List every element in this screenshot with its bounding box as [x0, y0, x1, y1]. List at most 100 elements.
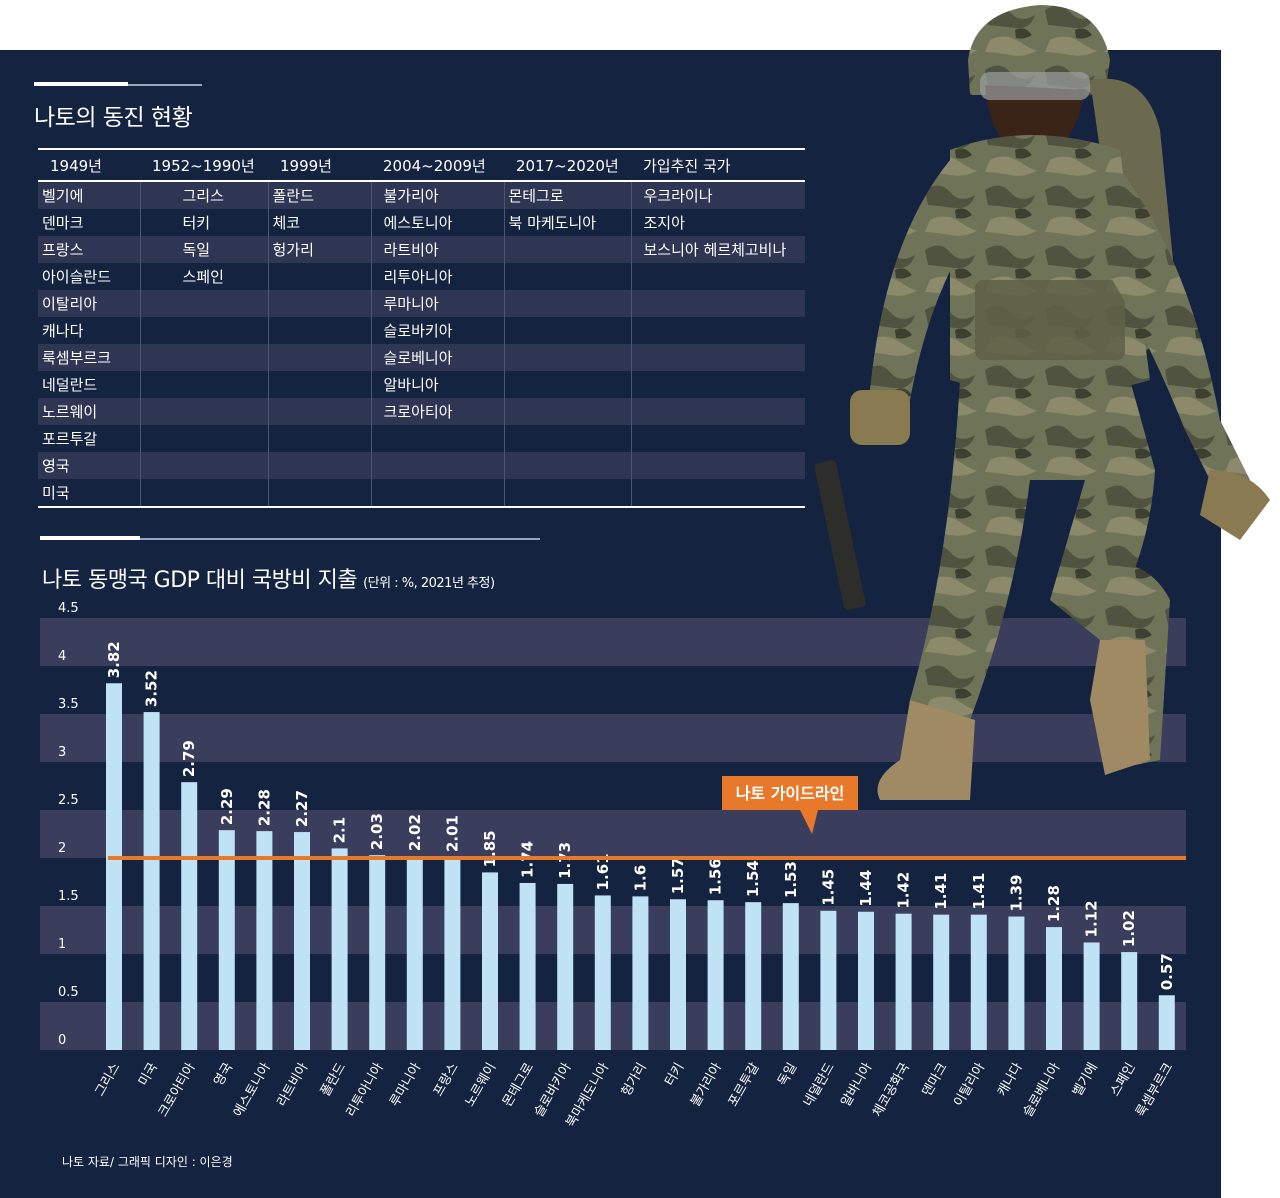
table-cell — [630, 344, 805, 371]
bar-value-label: 2.79 — [180, 740, 198, 777]
table-row: 룩셈부르크 슬로베니아 — [38, 344, 805, 371]
bar — [670, 899, 686, 1050]
bar-value-label: 2.03 — [368, 813, 386, 850]
table-cell — [267, 398, 371, 425]
bar-value-label: 1.02 — [1120, 910, 1138, 947]
table-row: 캐나다 슬로바키아 — [38, 317, 805, 344]
bar — [369, 855, 386, 1050]
bar-value-label: 1.53 — [782, 861, 800, 898]
bar-value-label: 2.29 — [218, 788, 236, 825]
table-cell: 이탈리아 — [38, 290, 140, 317]
bar-value-label: 1.39 — [1007, 875, 1025, 912]
table-cell: 루마니아 — [370, 290, 504, 317]
table-cell: 프랑스 — [38, 236, 140, 263]
y-tick-label: 1.5 — [58, 889, 79, 904]
table-cell — [139, 317, 268, 344]
source-credit: 나토 자료/ 그래픽 디자인 : 이은경 — [62, 1155, 233, 1169]
x-category-label: 프랑스 — [431, 1060, 462, 1099]
chart-title-block: 나토 동맹국 GDP 대비 국방비 지출 (단위 : %, 2021년 추정) — [42, 562, 495, 594]
bar-value-label: 1.73 — [556, 842, 574, 879]
table-header-cell: 가입추진 국가 — [631, 148, 805, 182]
table-cell: 헝가리 — [267, 236, 371, 263]
guideline-callout-box — [722, 776, 858, 810]
x-category-label: 이탈리아 — [951, 1060, 988, 1109]
table-cell — [139, 452, 268, 479]
table-header-cell: 2004~2009년 — [371, 148, 504, 182]
bar-value-label: 1.45 — [819, 869, 837, 906]
y-tick-label: 1 — [58, 937, 66, 952]
bar — [256, 831, 273, 1050]
table-cell — [630, 263, 805, 290]
bar-value-label: 1.42 — [895, 872, 913, 909]
chart-title: 나토 동맹국 GDP 대비 국방비 지출 — [42, 568, 358, 593]
table-title-rule — [34, 82, 202, 86]
x-category-label: 슬로베니아 — [1021, 1060, 1064, 1119]
table-row: 포르투갈 — [38, 425, 805, 452]
table-cell: 리투아니아 — [370, 263, 504, 290]
bar-value-label: 1.6 — [631, 865, 649, 892]
x-category-label: 노르웨이 — [463, 1061, 500, 1110]
bar — [1158, 995, 1175, 1050]
table-cell — [630, 479, 805, 508]
table-cell: 알바니아 — [370, 371, 504, 398]
table-header-cell: 1949년 — [38, 148, 140, 182]
table-cell: 몬테그로 — [503, 181, 631, 209]
table-cell: 슬로베니아 — [370, 344, 504, 371]
table-cell — [630, 452, 805, 479]
bar — [444, 857, 461, 1050]
bar — [707, 900, 724, 1050]
bar — [331, 848, 348, 1050]
y-tick-label: 4 — [58, 649, 66, 664]
bar — [143, 712, 160, 1050]
table-row: 네덜란드 알바니아 — [38, 371, 805, 398]
bar — [1046, 927, 1062, 1050]
table-cell — [139, 425, 268, 452]
soldier-photo — [814, 5, 1270, 800]
table-cell: 네덜란드 — [38, 371, 140, 398]
chart-unit: (단위 : %, 2021년 추정) — [363, 576, 495, 591]
bar — [782, 903, 799, 1050]
table-cell: 아이슬란드 — [38, 263, 140, 290]
grid-band — [40, 714, 1186, 762]
y-tick-label: 3.5 — [58, 697, 79, 712]
table-row: 이탈리아 루마니아 — [38, 290, 805, 317]
table-cell: 크로아티아 — [370, 398, 504, 425]
x-category-label: 폴란드 — [318, 1060, 349, 1099]
bar — [519, 882, 536, 1050]
x-category-label: 몬테그로 — [500, 1060, 537, 1109]
table-cell — [267, 317, 371, 344]
table-cell: 터키 — [139, 209, 268, 236]
y-tick-label: 4.5 — [58, 601, 79, 616]
table-cell — [503, 317, 631, 344]
table-cell — [267, 452, 371, 479]
bar — [933, 914, 950, 1050]
table-cell: 체코 — [267, 209, 371, 236]
x-category-label: 슬로바키아 — [532, 1060, 575, 1119]
bar-value-label: 3.82 — [105, 641, 123, 678]
x-category-label: 영국 — [211, 1060, 236, 1088]
table-cell — [267, 371, 371, 398]
table-cell — [370, 452, 504, 479]
bar — [594, 895, 611, 1050]
bar — [1121, 952, 1138, 1050]
table-row: 벨기에 그리스 폴란드 불가리아 몬테그로 우크라이나 — [38, 181, 805, 209]
bar — [970, 914, 987, 1050]
bar-value-label: 2.02 — [406, 814, 424, 851]
table-cell — [267, 479, 371, 508]
bar — [406, 856, 423, 1050]
table-cell: 캐나다 — [38, 317, 140, 344]
bar-value-label: 1.28 — [1045, 885, 1063, 922]
table-cell — [630, 398, 805, 425]
table-cell — [503, 290, 631, 317]
x-category-label: 덴마크 — [920, 1060, 951, 1099]
bar-value-label: 1.12 — [1083, 900, 1101, 937]
table-cell: 덴마크 — [38, 209, 140, 236]
x-category-label: 벨기에 — [1070, 1061, 1101, 1100]
y-tick-label: 3 — [58, 745, 66, 760]
table-cell: 보스니아 헤르체고비나 — [630, 236, 805, 263]
nato-expansion-table: 1949년 1952~1990년 1999년 2004~2009년 2017~2… — [38, 148, 805, 508]
table-cell: 그리스 — [139, 181, 268, 209]
table-cell — [139, 479, 268, 508]
table-row: 영국 — [38, 452, 805, 479]
x-category-label: 불가리아 — [688, 1060, 725, 1109]
